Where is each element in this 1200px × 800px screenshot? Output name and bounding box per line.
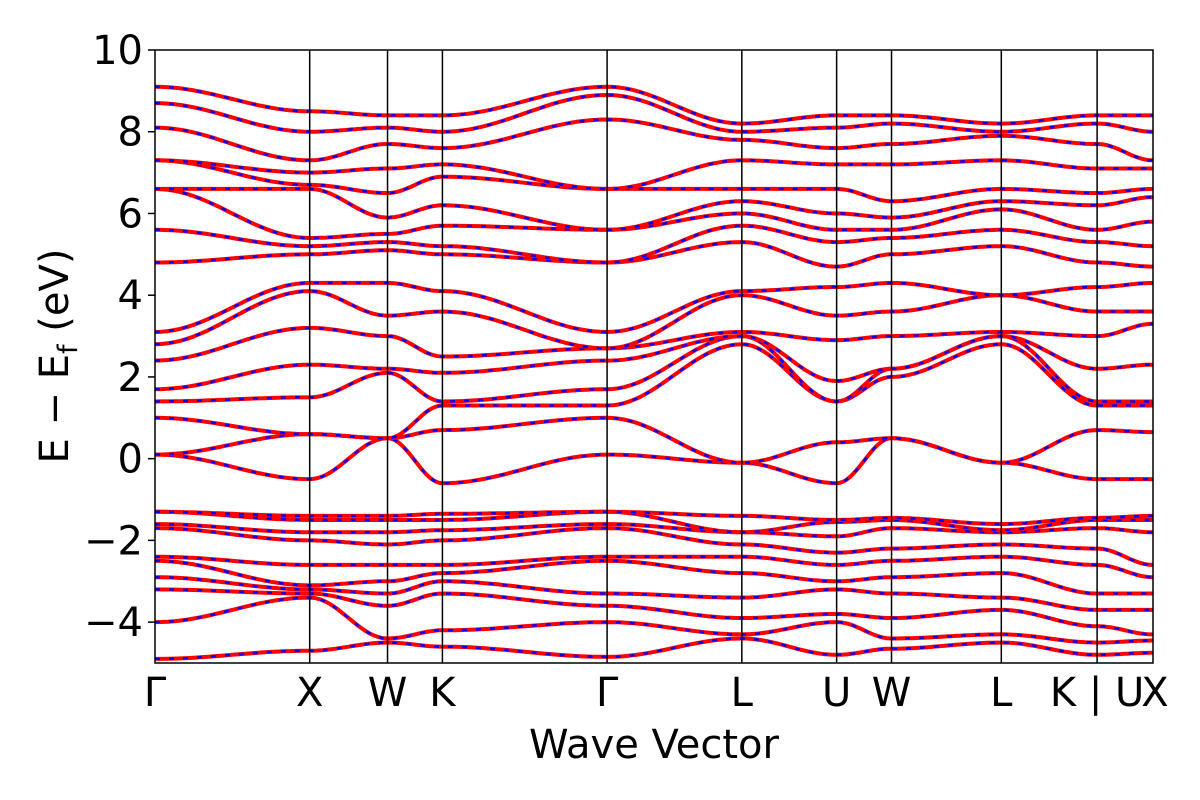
y-tick-label: 10 — [92, 28, 143, 74]
x-tick-label: W — [872, 670, 912, 716]
x-tick-label: X — [1141, 670, 1168, 716]
y-tick-label: 2 — [118, 355, 143, 401]
band-14-dashed — [155, 334, 1153, 403]
x-tick-label: X — [296, 670, 323, 716]
x-tick-label: L — [990, 670, 1013, 716]
y-tick-label: 4 — [118, 273, 143, 319]
y-axis-ticks: −4 −2 0 2 4 6 8 10 — [84, 28, 155, 646]
x-tick-label: Γ — [596, 670, 619, 716]
y-tick-label: −4 — [84, 600, 143, 646]
y-axis-title-main: E − E — [32, 354, 78, 464]
band-22-dashed — [155, 187, 1153, 232]
band-25-dashed — [155, 118, 1153, 162]
y-axis-title: E − Ef (eV) — [32, 249, 84, 464]
y-tick-label: 6 — [118, 191, 143, 237]
band-1-solid — [155, 636, 1153, 661]
band-11-dashed — [155, 436, 1153, 485]
band-2-solid — [155, 595, 1153, 645]
y-axis-title-subscript: f — [53, 343, 84, 354]
y-axis-title-unit: (eV) — [32, 249, 78, 345]
band-13-solid — [155, 342, 1153, 441]
x-axis-title: Wave Vector — [529, 722, 780, 768]
x-tick-label: W — [368, 670, 408, 716]
x-tick-label: K — [429, 670, 457, 716]
band-16-dashed — [155, 322, 1153, 362]
band-12-dashed — [155, 416, 1153, 465]
x-tick-label: L — [731, 670, 754, 716]
high-symmetry-lines — [308, 50, 1098, 663]
y-tick-label: 8 — [118, 110, 143, 156]
y-tick-label: −2 — [84, 518, 143, 564]
band-25-solid — [155, 117, 1153, 163]
band-24-dashed — [155, 159, 1153, 191]
x-tick-label: K | U — [1050, 670, 1144, 716]
y-tick-label: 0 — [118, 437, 143, 483]
bands-layer — [155, 84, 1153, 661]
x-tick-label: U — [822, 670, 851, 716]
x-tick-label: Γ — [144, 670, 167, 716]
plot-frame — [154, 49, 1154, 664]
band-13-dashed — [155, 342, 1153, 440]
